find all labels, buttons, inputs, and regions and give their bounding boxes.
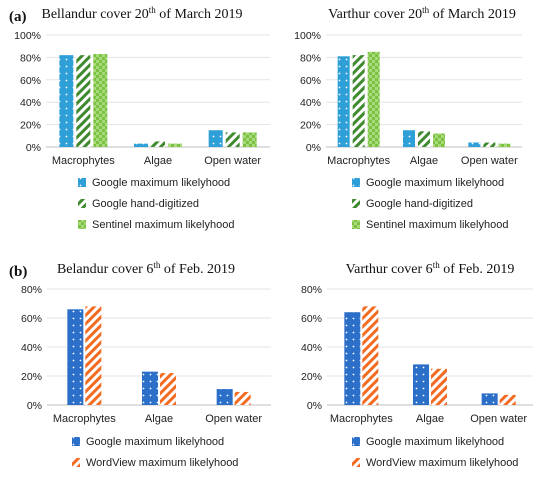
legend-label: Google maximum likelyhood (86, 436, 224, 448)
y-tick-label: 40% (301, 342, 322, 354)
y-tick-label: 80% (301, 284, 322, 296)
chart-title: Belandur cover 6th of Feb. 2019 (57, 260, 235, 277)
category-label: Algae (416, 413, 444, 425)
category-label: Macrophytes (53, 413, 116, 425)
y-tick-label: 20% (300, 120, 321, 132)
y-tick-label: 0% (307, 400, 322, 412)
y-tick-label: 60% (21, 313, 42, 325)
legend-swatch (352, 458, 360, 467)
bar (413, 364, 429, 405)
y-tick-label: 80% (21, 284, 42, 296)
bar (433, 133, 445, 147)
category-label: Algae (144, 155, 172, 167)
bar (352, 55, 365, 147)
y-tick-label: 20% (21, 371, 42, 383)
legend-label: Google maximum likelyhood (366, 436, 504, 448)
y-tick-label: 40% (300, 97, 321, 109)
category-label: Algae (145, 413, 173, 425)
legend-label: Google hand-digitized (92, 198, 199, 210)
bar (344, 312, 361, 405)
legend-label: Sentinel maximum likelyhood (92, 219, 234, 231)
bar (498, 143, 511, 147)
legend-swatch (352, 199, 360, 208)
legend-swatch (78, 199, 86, 208)
category-label: Algae (410, 155, 438, 167)
charts-layer: Bellandur cover 20th of March 2019 0% 20% 4… (14, 5, 533, 469)
y-tick-label: 100% (14, 30, 41, 42)
bar (225, 132, 240, 147)
category-label: Macrophytes (327, 155, 390, 167)
y-tick-label: 60% (300, 75, 321, 87)
legend-swatch (72, 458, 80, 467)
bar (418, 131, 430, 147)
panel-label-b: (b) (9, 264, 27, 280)
legend-swatch (352, 220, 360, 229)
y-tick-label: 20% (20, 120, 41, 132)
bar (134, 143, 148, 147)
chart-title: Bellandur cover 20th of March 2019 (41, 5, 242, 22)
bar (168, 143, 182, 147)
bar (216, 389, 233, 405)
y-tick-label: 40% (20, 97, 41, 109)
bar (468, 142, 481, 147)
chart-4: Varthur cover 6th of Feb. 2019 0% 20% 40% 60… (301, 260, 533, 469)
bar (483, 142, 496, 147)
y-tick-label: 80% (20, 52, 41, 64)
y-tick-label: 20% (301, 371, 322, 383)
bar (403, 130, 415, 147)
y-tick-label: 40% (21, 342, 42, 354)
category-label: Macrophytes (330, 413, 393, 425)
category-label: Open water (204, 155, 261, 167)
bar (362, 306, 379, 405)
bar (499, 394, 516, 405)
legend-swatch (352, 178, 360, 187)
category-label: Macrophytes (52, 155, 115, 167)
chart-title: Varthur cover 6th of Feb. 2019 (346, 260, 515, 277)
bar (208, 130, 223, 147)
legend-swatch (352, 437, 360, 446)
bar (151, 141, 165, 147)
legend-swatch (78, 178, 86, 187)
bar (337, 56, 350, 147)
bar (93, 54, 108, 147)
chart-title: Varthur cover 20th of March 2019 (328, 5, 516, 22)
legend-label: Sentinel maximum likelyhood (366, 219, 508, 231)
legend-label: Google hand-digitized (366, 198, 473, 210)
chart-3: Belandur cover 6th of Feb. 2019 0% 20% 40% 6… (21, 260, 271, 469)
y-tick-label: 100% (294, 30, 321, 42)
legend-swatch (78, 220, 86, 229)
bar (481, 393, 498, 405)
y-tick-label: 80% (300, 52, 321, 64)
category-label: Open water (205, 413, 262, 425)
y-tick-label: 0% (306, 142, 321, 154)
legend-label: WordView maximum likelyhood (366, 457, 518, 469)
bar (59, 55, 74, 147)
bar (142, 371, 158, 405)
bar (85, 306, 102, 405)
bar (76, 55, 91, 147)
category-label: Open water (470, 413, 527, 425)
bar (160, 373, 176, 405)
bar (367, 51, 380, 147)
y-tick-label: 60% (20, 75, 41, 87)
bar (431, 368, 447, 405)
category-label: Open water (461, 155, 518, 167)
y-tick-label: 0% (27, 400, 42, 412)
bar (67, 309, 84, 405)
chart-2: Varthur cover 20th of March 2019 0% 20% 40%… (294, 5, 522, 231)
chart-1: Bellandur cover 20th of March 2019 0% 20% 4… (14, 5, 270, 231)
y-tick-label: 0% (26, 142, 41, 154)
bar (242, 132, 257, 147)
legend-label: Google maximum likelyhood (92, 177, 230, 189)
legend-swatch (72, 437, 80, 446)
legend-label: WordView maximum likelyhood (86, 457, 238, 469)
panel-label-a: (a) (9, 9, 27, 25)
legend-label: Google maximum likelyhood (366, 177, 504, 189)
bar (234, 391, 251, 405)
y-tick-label: 60% (301, 313, 322, 325)
